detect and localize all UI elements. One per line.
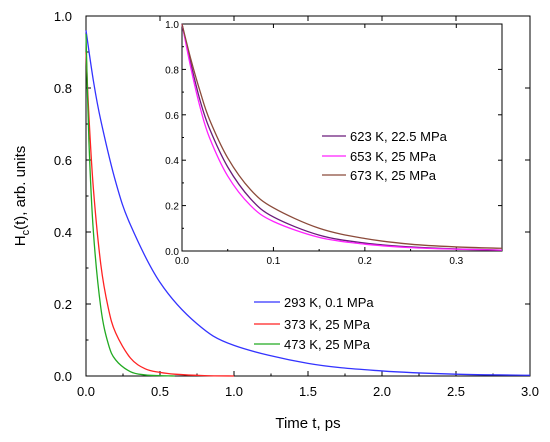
y-axis-title-subscript: c [20, 229, 32, 235]
x-tick-label: 0.3 [449, 256, 463, 267]
y-tick-label: 0.2 [54, 297, 72, 312]
x-tick-label: 0.5 [151, 384, 169, 399]
y-axis-title-main: H [12, 235, 29, 246]
series-line-2 [85, 33, 175, 377]
x-tick-label: 0.0 [175, 256, 189, 267]
legend-label-373: 373 K, 25 MPa [284, 317, 371, 332]
y-tick-label: 0.0 [54, 369, 72, 384]
y-tick-label: 0.4 [54, 225, 72, 240]
inset-ticks: 0.0 0.1 0.2 0.3 0.0 0.2 0.4 0.6 0.8 1.0 [165, 20, 502, 267]
series-line-1 [181, 23, 503, 251]
y-axis-title-rest: (t), arb. units [12, 146, 29, 230]
main-series-lines [85, 30, 531, 377]
x-tick-label: 0.1 [266, 256, 280, 267]
legend-label-293: 293 K, 0.1 MPa [284, 295, 374, 310]
y-tick-label: 0.0 [165, 247, 179, 258]
inset-legend-label-623: 623 K, 22.5 MPa [350, 129, 448, 144]
y-tick-label: 0.8 [165, 65, 179, 76]
series-line-2 [181, 23, 503, 249]
series-line-0 [85, 30, 531, 376]
x-tick-label: 1.0 [225, 384, 243, 399]
y-tick-label: 0.6 [54, 153, 72, 168]
y-tick-label: 1.0 [54, 9, 72, 24]
inset-series-lines [181, 23, 503, 251]
inset-legend-label-673: 673 K, 25 MPa [350, 168, 437, 183]
main-ticks: 0.0 0.5 1.0 1.5 2.0 2.5 3.0 0.0 0.2 0.4 0.6 0.8 1.0 [54, 9, 539, 399]
x-tick-label: 3.0 [521, 384, 539, 399]
y-tick-label: 0.2 [165, 202, 179, 213]
y-tick-label: 1.0 [165, 20, 179, 31]
series-line-1 [85, 51, 235, 377]
inset-legend: 623 K, 22.5 MPa 653 K, 25 MPa 673 K, 25 … [322, 129, 448, 183]
y-tick-label: 0.8 [54, 81, 72, 96]
x-tick-label: 2.0 [373, 384, 391, 399]
x-tick-label: 2.5 [447, 384, 465, 399]
x-axis-title: Time t, ps [275, 415, 340, 432]
x-tick-label: 0.0 [77, 384, 95, 399]
inset-background [182, 24, 502, 251]
main-legend: 293 K, 0.1 MPa 373 K, 25 MPa 473 K, 25 M… [254, 295, 374, 352]
x-tick-label: 0.2 [358, 256, 372, 267]
y-tick-label: 0.4 [165, 156, 179, 167]
inset-legend-label-653: 653 K, 25 MPa [350, 149, 437, 164]
x-tick-label: 1.5 [299, 384, 317, 399]
y-axis-title: Hc(t), arb. units [12, 146, 32, 247]
y-tick-label: 0.6 [165, 111, 179, 122]
legend-label-473: 473 K, 25 MPa [284, 337, 371, 352]
